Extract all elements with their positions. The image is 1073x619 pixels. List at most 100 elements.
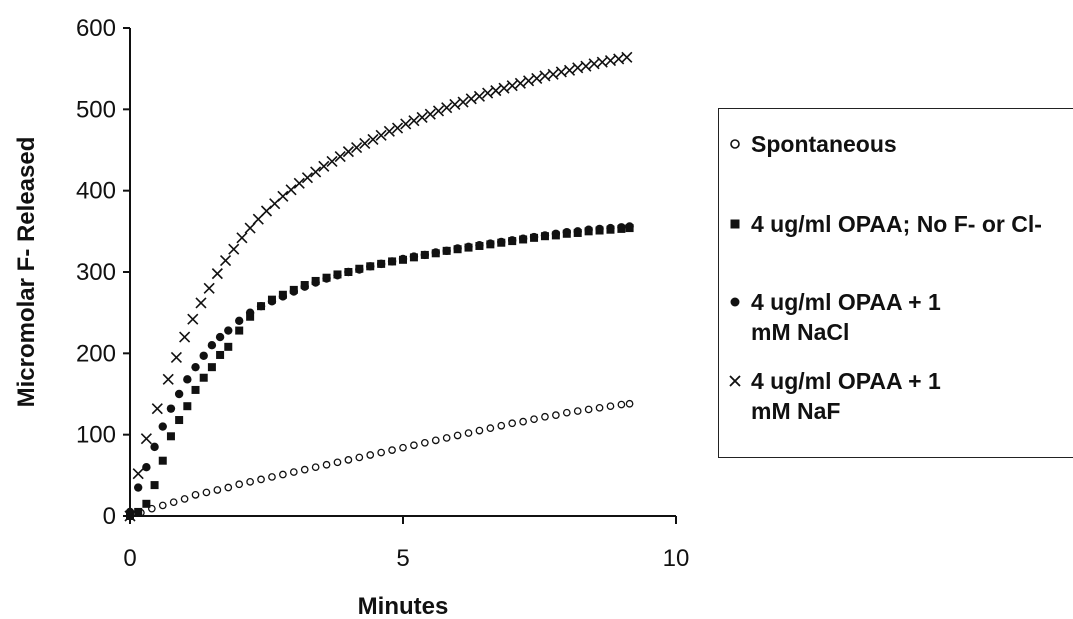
data-point (431, 436, 440, 445)
data-point (351, 141, 363, 154)
data-point (166, 404, 176, 413)
legend-item-spontaneous: Spontaneous (727, 129, 897, 159)
data-point (310, 166, 322, 178)
data-point (169, 498, 178, 507)
data-point (166, 432, 175, 441)
filled-circle-marker-icon (727, 287, 743, 317)
data-point (175, 416, 184, 425)
data-point (267, 297, 277, 306)
data-point (551, 229, 561, 238)
data-point (523, 75, 535, 87)
data-point (366, 262, 375, 271)
data-point (158, 501, 167, 510)
data-point (563, 64, 576, 76)
data-point (595, 403, 604, 412)
data-point (355, 453, 364, 462)
data-point (475, 426, 484, 435)
data-point (256, 301, 266, 311)
data-point (300, 465, 309, 474)
legend-label: 4 ug/ml OPAA; No F- or Cl- (751, 211, 1042, 237)
data-point (508, 419, 517, 428)
legend-label: 4 ug/ml OPAA + 1 mM NaF (751, 368, 941, 424)
data-point (158, 422, 167, 431)
data-point (453, 244, 462, 253)
data-point (486, 424, 495, 433)
data-point (211, 268, 223, 280)
data-point (142, 463, 151, 472)
data-point (625, 222, 634, 231)
data-point (342, 146, 354, 158)
data-point (486, 239, 495, 248)
data-point (621, 51, 633, 63)
data-point (562, 408, 571, 417)
data-point (482, 87, 494, 99)
data-point (359, 137, 371, 150)
data-point (235, 326, 244, 335)
legend-item-naf: 4 ug/ml OPAA + 1 mM NaF (727, 366, 981, 426)
legend-item-nacl: 4 ug/ml OPAA + 1 mM NaCl (727, 287, 981, 347)
data-point (595, 224, 604, 234)
data-point (409, 252, 419, 261)
data-point (195, 297, 207, 309)
data-point (150, 442, 159, 452)
data-point (420, 250, 430, 260)
data-point (170, 351, 182, 363)
data-point (497, 421, 506, 430)
data-point (133, 483, 143, 492)
data-point (216, 350, 225, 359)
data-point (519, 417, 527, 426)
y-tick-label: 400 (76, 178, 116, 205)
data-point (584, 225, 593, 234)
data-point (134, 507, 143, 516)
data-point (132, 468, 144, 480)
data-point (333, 458, 342, 467)
data-point (424, 108, 436, 120)
data-point (420, 438, 429, 447)
data-point (179, 331, 191, 343)
data-point (199, 351, 208, 360)
data-point (333, 271, 342, 280)
legend-label: 4 ug/ml OPAA + 1 mM NaCl (751, 289, 941, 345)
data-point (142, 499, 151, 508)
data-point (140, 433, 152, 445)
data-point (475, 240, 484, 250)
data-point (322, 460, 331, 469)
data-point (174, 389, 184, 399)
x-tick-label: 5 (396, 545, 409, 572)
y-ticks: 0 100 200 300 400 500 600 (76, 15, 130, 530)
data-point (431, 248, 440, 257)
data-point (202, 488, 211, 497)
data-point (344, 456, 353, 464)
data-point (562, 227, 571, 237)
data-point (375, 129, 387, 141)
series-2 (125, 222, 634, 517)
data-point (203, 282, 215, 294)
data-point (442, 246, 451, 256)
data-point (531, 72, 543, 84)
data-point (464, 429, 473, 437)
axes (129, 28, 676, 517)
data-point (228, 243, 240, 255)
y-tick-label: 600 (76, 15, 116, 42)
y-tick-label: 300 (76, 259, 116, 286)
data-point (398, 254, 408, 264)
data-point (191, 491, 200, 499)
data-point (580, 60, 592, 72)
data-point (334, 150, 346, 163)
x-axis-title: Minutes (358, 593, 449, 619)
x-tick-label: 10 (663, 545, 690, 572)
data-point (224, 483, 233, 492)
data-point (541, 412, 549, 421)
data-point (508, 236, 517, 245)
data-point (311, 278, 320, 287)
data-point (399, 443, 407, 452)
data-point (199, 373, 208, 382)
data-point (289, 468, 298, 476)
data-point (410, 441, 418, 450)
data-point (518, 234, 528, 243)
y-tick-label: 0 (103, 503, 116, 530)
data-point (606, 402, 615, 411)
y-tick-label: 100 (76, 422, 116, 449)
data-point (235, 316, 244, 325)
